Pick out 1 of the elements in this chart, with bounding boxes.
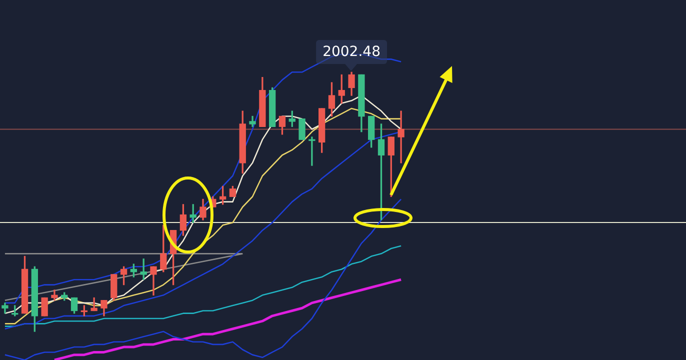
annotation: 2002.48: [316, 40, 388, 64]
